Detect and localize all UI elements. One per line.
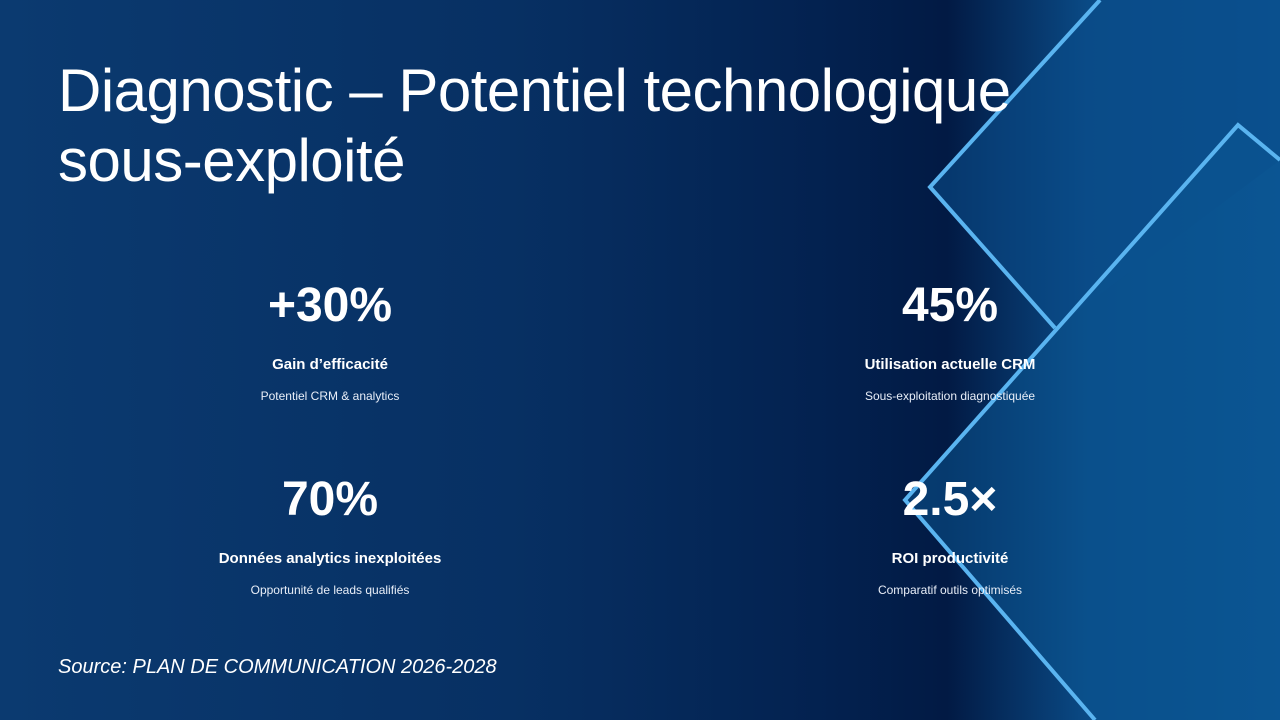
source-note: Source: PLAN DE COMMUNICATION 2026-2028 — [58, 656, 497, 678]
stat-value: 45% — [901, 279, 999, 332]
stat-sub: Opportunité de leads qualifiés — [250, 583, 410, 597]
stat-card: 70% Données analytics inexploitées Oppor… — [120, 472, 540, 597]
stat-label: ROI productivité — [891, 550, 1009, 567]
stat-label: Gain d’efficacité — [272, 356, 388, 373]
stat-value: 70% — [281, 473, 379, 526]
stat-sub: Sous-exploitation diagnostiquée — [864, 389, 1036, 403]
stat-value: +30% — [267, 279, 393, 332]
stat-value: 2.5× — [902, 473, 998, 526]
page-title: Diagnostic – Potentiel technologique sou… — [58, 57, 1011, 194]
stat-label: Données analytics inexploitées — [218, 550, 442, 567]
stat-label: Utilisation actuelle CRM — [864, 356, 1036, 373]
stat-sub: Comparatif outils optimisés — [877, 583, 1023, 597]
stat-card: 2.5× ROI productivité Comparatif outils … — [740, 472, 1160, 597]
stat-sub: Potentiel CRM & analytics — [260, 389, 400, 403]
stat-card: 45% Utilisation actuelle CRM Sous-exploi… — [740, 278, 1160, 403]
stat-card: +30% Gain d’efficacité Potentiel CRM & a… — [120, 278, 540, 403]
